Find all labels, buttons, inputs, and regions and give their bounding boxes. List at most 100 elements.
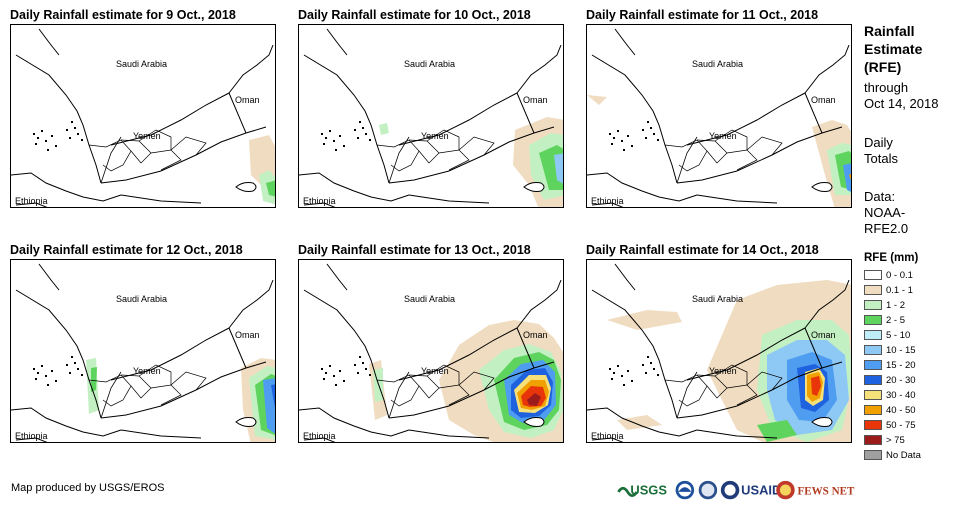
country-borders (587, 28, 850, 207)
label-saudi-arabia: Saudi Arabia (692, 59, 743, 69)
legend-swatch (864, 360, 882, 370)
legend-label: 5 - 10 (886, 329, 911, 341)
map-svg: Saudi Arabia Oman Yemen Ethiopia Somalia (299, 263, 563, 442)
side-title: Rainfall Estimate (RFE) (864, 22, 922, 76)
label-ethiopia: Ethiopia (303, 431, 336, 441)
legend-label: 15 - 20 (886, 359, 916, 371)
map-svg: Saudi Arabia Oman Yemen Ethiopia Somalia (11, 28, 275, 207)
label-oman: Oman (811, 95, 836, 105)
legend-item: > 75 (864, 433, 905, 447)
country-labels: Saudi Arabia Oman Yemen Ethiopia Somalia (303, 59, 548, 206)
label-saudi-arabia: Saudi Arabia (404, 59, 455, 69)
legend-item: 20 - 30 (864, 373, 916, 387)
legend-swatch (864, 420, 882, 430)
legend-item: 15 - 20 (864, 358, 916, 372)
legend-swatch (864, 435, 882, 445)
side-noaa: NOAA- (864, 205, 906, 220)
side-date: Oct 14, 2018 (864, 96, 939, 111)
legend-swatch (864, 285, 882, 295)
map-svg: Saudi Arabia Oman Yemen Ethiopia Somalia (587, 263, 851, 442)
panel-title-6: Daily Rainfall estimate for 14 Oct., 201… (586, 243, 819, 257)
fews-logo: FEWS NET (776, 480, 855, 500)
partner-logos: USGS USAID FEWS NET (617, 480, 855, 500)
side-title-line-1: Rainfall (864, 23, 915, 39)
label-ethiopia: Ethiopia (15, 196, 48, 206)
legend-swatch (864, 405, 882, 415)
map-panel-1: Saudi Arabia Oman Yemen Ethiopia Somalia (10, 24, 276, 208)
legend-swatch (864, 450, 882, 460)
legend-item: 0.1 - 1 (864, 283, 913, 297)
legend-label: 30 - 40 (886, 389, 916, 401)
legend-item: 50 - 75 (864, 418, 916, 432)
legend-label: 50 - 75 (886, 419, 916, 431)
usgs-logo-text: USGS (630, 483, 667, 498)
label-saudi-arabia: Saudi Arabia (692, 294, 743, 304)
country-labels: Saudi Arabia Oman Yemen Ethiopia Somalia (303, 294, 548, 441)
country-labels: Saudi Arabia Oman Yemen Ethiopia Somalia (15, 59, 260, 206)
legend-item: 0 - 0.1 (864, 268, 913, 282)
label-ethiopia: Ethiopia (591, 431, 624, 441)
label-ethiopia: Ethiopia (15, 431, 48, 441)
label-saudi-arabia: Saudi Arabia (404, 294, 455, 304)
country-borders (11, 28, 274, 207)
legend-swatch (864, 300, 882, 310)
legend-label: 2 - 5 (886, 314, 906, 326)
label-saudi-arabia: Saudi Arabia (116, 294, 167, 304)
country-borders (587, 263, 850, 442)
country-borders (299, 28, 562, 207)
panel-title-2: Daily Rainfall estimate for 10 Oct., 201… (298, 8, 531, 22)
legend-swatch (864, 390, 882, 400)
side-through: through (864, 80, 909, 95)
map-svg: Saudi Arabia Oman Yemen Ethiopia Somalia (299, 28, 563, 207)
map-panel-3: Saudi Arabia Oman Yemen Ethiopia Somalia (586, 24, 852, 208)
legend-item: 10 - 15 (864, 343, 916, 357)
rainfall-overlay (587, 95, 851, 207)
label-ethiopia: Ethiopia (591, 196, 624, 206)
legend-label: 40 - 50 (886, 404, 916, 416)
label-yemen: Yemen (421, 366, 449, 376)
legend-label: > 75 (886, 434, 905, 446)
legend-label: 1 - 2 (886, 299, 906, 311)
legend-item: 5 - 10 (864, 328, 910, 342)
map-panel-6: Saudi Arabia Oman Yemen Ethiopia Somalia (586, 259, 852, 443)
legend-title: RFE (mm) (864, 252, 919, 264)
legend-label: 0 - 0.1 (886, 269, 913, 281)
side-data: Data: (864, 189, 896, 204)
label-oman: Oman (235, 330, 260, 340)
label-yemen: Yemen (133, 366, 161, 376)
map-panel-2: Saudi Arabia Oman Yemen Ethiopia Somalia (298, 24, 564, 208)
legend-label: 0.1 - 1 (886, 284, 913, 296)
country-borders (11, 263, 274, 442)
legend-label: No Data (886, 449, 921, 461)
label-yemen: Yemen (421, 131, 449, 141)
side-title-line-2: Estimate (864, 41, 923, 57)
legend-label: 20 - 30 (886, 374, 916, 386)
label-oman: Oman (811, 330, 836, 340)
legend-item: 40 - 50 (864, 403, 916, 417)
legend-swatch (864, 315, 882, 325)
side-title-line-3: (RFE) (864, 59, 902, 75)
map-panel-5: Saudi Arabia Oman Yemen Ethiopia Somalia (298, 259, 564, 443)
map-svg: Saudi Arabia Oman Yemen Ethiopia Somalia (587, 28, 851, 207)
legend-swatch (864, 375, 882, 385)
legend-item: 30 - 40 (864, 388, 916, 402)
label-ethiopia: Ethiopia (303, 196, 336, 206)
usaid-logo: USAID (720, 480, 781, 500)
map-panel-4: Saudi Arabia Oman Yemen Ethiopia Somalia (10, 259, 276, 443)
rainfall-overlay (86, 358, 275, 442)
seal-logo (698, 480, 718, 500)
rainfall-overlay (249, 135, 275, 205)
legend-label: 10 - 15 (886, 344, 916, 356)
legend-swatch (864, 330, 882, 340)
country-labels: Saudi Arabia Oman Yemen Ethiopia Somalia (15, 294, 260, 441)
label-oman: Oman (523, 95, 548, 105)
legend-item: 1 - 2 (864, 298, 905, 312)
label-saudi-arabia: Saudi Arabia (116, 59, 167, 69)
label-yemen: Yemen (709, 366, 737, 376)
country-labels: Saudi Arabia Oman Yemen Ethiopia Somalia (591, 294, 836, 441)
side-rfe2: RFE2.0 (864, 221, 909, 236)
country-borders (299, 263, 562, 442)
side-totals: Totals (864, 151, 898, 166)
rainfall-overlay (379, 117, 563, 207)
rainfall-overlay (607, 280, 851, 442)
